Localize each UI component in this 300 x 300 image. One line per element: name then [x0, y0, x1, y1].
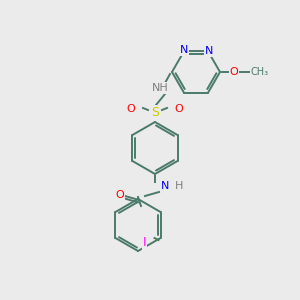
Text: NH: NH [152, 83, 168, 93]
Text: O: O [116, 190, 124, 200]
Text: H: H [175, 181, 183, 191]
Text: I: I [143, 236, 146, 248]
Text: O: O [230, 67, 238, 77]
Text: S: S [151, 106, 159, 118]
Text: N: N [161, 181, 169, 191]
Text: N: N [180, 45, 188, 55]
Text: N: N [205, 46, 213, 56]
Text: O: O [175, 104, 183, 114]
Text: O: O [127, 104, 135, 114]
Text: CH₃: CH₃ [251, 67, 269, 77]
